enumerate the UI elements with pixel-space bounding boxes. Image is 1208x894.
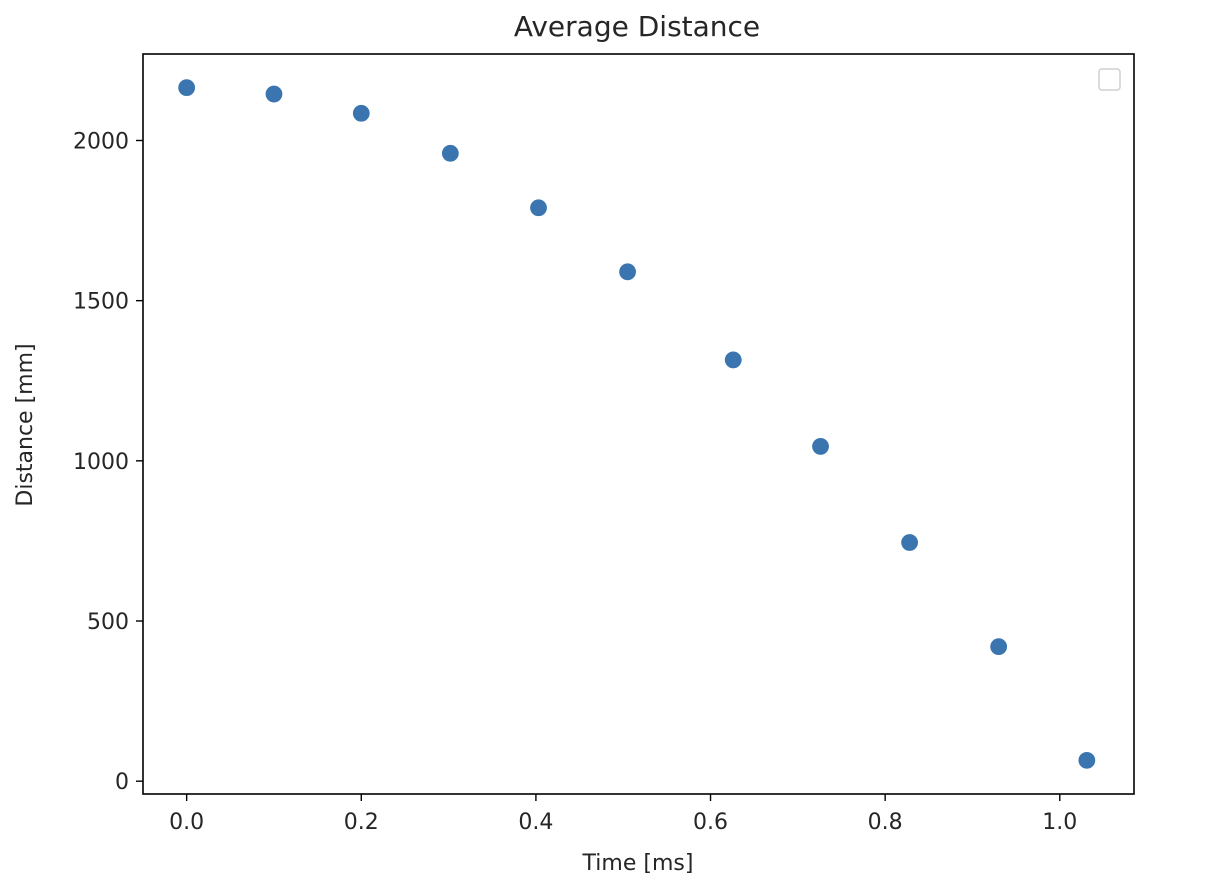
x-tick-label: 1.0 bbox=[1042, 810, 1077, 835]
data-point bbox=[1077, 750, 1097, 770]
data-point bbox=[528, 198, 549, 218]
plot-frame bbox=[142, 53, 1135, 795]
data-point bbox=[723, 350, 743, 370]
data-points bbox=[177, 78, 1097, 770]
y-axis-title: Distance [mm] bbox=[13, 343, 38, 506]
y-axis: 0 500 1000 1500 2000 bbox=[73, 129, 143, 795]
x-tick-label: 0.8 bbox=[868, 810, 903, 835]
x-tick-label: 0.0 bbox=[169, 810, 204, 835]
data-point bbox=[900, 532, 920, 553]
x-axis-title: Time [ms] bbox=[582, 851, 694, 876]
data-point bbox=[351, 103, 371, 123]
y-tick-label: 1500 bbox=[73, 290, 129, 315]
data-point bbox=[177, 78, 197, 98]
y-tick-label: 500 bbox=[87, 610, 129, 635]
data-point bbox=[617, 262, 638, 282]
x-tick-label: 0.6 bbox=[693, 810, 728, 835]
data-point bbox=[810, 436, 831, 457]
data-point bbox=[440, 143, 460, 163]
x-tick-label: 0.2 bbox=[344, 810, 379, 835]
data-point bbox=[989, 637, 1009, 657]
legend-box bbox=[1098, 68, 1121, 91]
data-point bbox=[264, 84, 284, 104]
y-tick-label: 2000 bbox=[73, 129, 129, 154]
y-tick-label: 0 bbox=[115, 770, 129, 795]
y-tick-label: 1000 bbox=[73, 450, 129, 475]
x-axis: 0.0 0.2 0.4 0.6 0.8 1.0 bbox=[169, 794, 1077, 835]
x-tick-label: 0.4 bbox=[518, 810, 553, 835]
chart-title: Average Distance bbox=[514, 10, 760, 43]
